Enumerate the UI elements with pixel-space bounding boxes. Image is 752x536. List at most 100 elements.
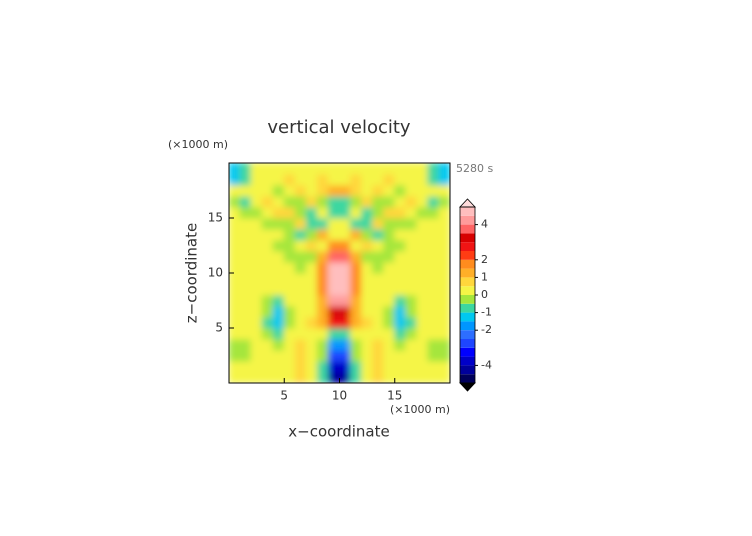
field-cell [294,250,307,263]
field-cell [405,349,418,362]
field-cell [327,349,340,362]
field-cell [427,360,440,373]
field-cell [327,206,340,219]
field-cell [361,228,374,241]
field-cell [239,338,252,351]
field-cell [372,305,385,318]
field-cell [283,283,296,296]
field-cell [229,217,241,230]
field-cell [350,163,363,175]
field-cell [394,206,407,219]
field-cell [361,173,374,186]
field-cell [229,294,241,307]
field-cell [394,294,407,307]
field-cell [405,195,418,208]
field-cell [261,261,274,274]
field-cell [427,272,440,285]
field-cell [427,228,440,241]
field-cell [394,228,407,241]
field-cell [283,228,296,241]
colorbar-bin [460,321,475,331]
field-cell [427,261,440,274]
field-cells [229,163,450,383]
colorbar-bin [460,347,475,357]
field-cell [361,239,374,252]
field-cell [350,228,363,241]
field-cell [283,294,296,307]
field-cell [339,360,352,373]
field-cell [327,327,340,340]
field-cell [316,305,329,318]
field-cell [305,173,318,186]
field-cell [416,305,429,318]
field-cell [339,195,352,208]
field-cell [229,206,241,219]
colorbar-bin [460,233,475,243]
field-cell [350,261,363,274]
field-cell [394,316,407,329]
field-cell [250,338,263,351]
field-cell [283,206,296,219]
field-cell [405,338,418,351]
field-cell [350,327,363,340]
field-cell [339,272,352,285]
field-cell [361,184,374,197]
field-cell [427,206,440,219]
field-cell [372,206,385,219]
field-cell [438,283,450,296]
field-cell [327,239,340,252]
field-cell [294,163,307,175]
field-cell [339,283,352,296]
field-cell [383,294,396,307]
field-cell [372,316,385,329]
field-cell [427,294,440,307]
field-cell [350,305,363,318]
field-cell [405,163,418,175]
field-cell [416,294,429,307]
field-cell [350,250,363,263]
field-cell [283,195,296,208]
field-cell [438,250,450,263]
field-cell [327,261,340,274]
field-cell [383,316,396,329]
field-cell [327,163,340,175]
field-cell [350,217,363,230]
field-cell [372,349,385,362]
field-cell [339,349,352,362]
field-cell [316,272,329,285]
field-cell [427,349,440,362]
field-cell [283,360,296,373]
field-cell [305,195,318,208]
field-cell [416,261,429,274]
field-cell [339,250,352,263]
field-cell [239,250,252,263]
field-cell [438,360,450,373]
field-cell [427,338,440,351]
field-cell [294,228,307,241]
field-cell [239,195,252,208]
field-cell [261,217,274,230]
field-cell [350,195,363,208]
field-cell [383,272,396,285]
field-cell [427,184,440,197]
field-cell [383,173,396,186]
field-cell [438,217,450,230]
field-cell [316,195,329,208]
y-axis-label: z−coordinate [183,223,201,323]
field-cell [416,272,429,285]
field-cell [372,272,385,285]
field-cell [339,239,352,252]
field-cell [316,294,329,307]
field-cell [283,305,296,318]
field-cell [316,261,329,274]
field-cell [394,195,407,208]
colorbar-bin [460,268,475,278]
colorbar-bin [460,356,475,366]
field-cell [339,305,352,318]
field-cell [239,228,252,241]
field-cell [416,283,429,296]
field-cell [339,228,352,241]
field-cell [405,327,418,340]
field-cell [283,217,296,230]
field-cell [239,272,252,285]
